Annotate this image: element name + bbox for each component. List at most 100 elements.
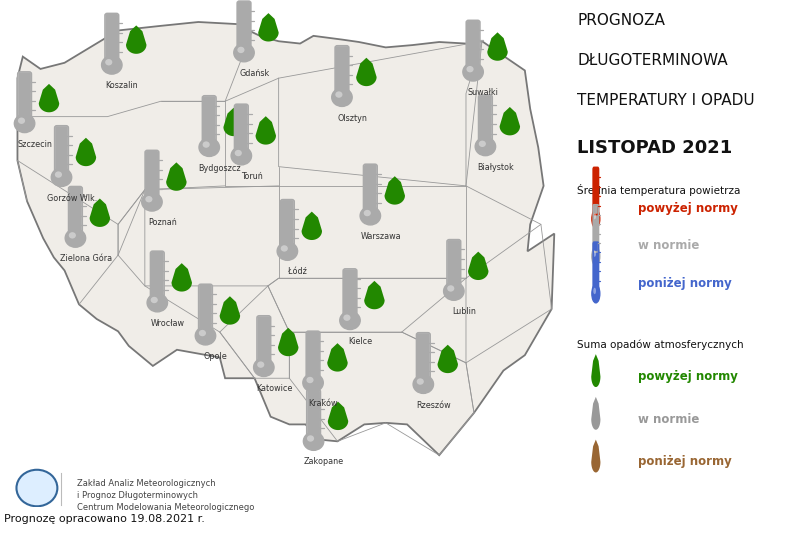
Text: Katowice: Katowice	[256, 383, 292, 392]
Circle shape	[254, 358, 274, 376]
Polygon shape	[76, 138, 96, 166]
Circle shape	[594, 288, 596, 294]
FancyBboxPatch shape	[150, 251, 164, 299]
Text: Gdańsk: Gdańsk	[239, 69, 270, 78]
Polygon shape	[468, 252, 489, 280]
FancyBboxPatch shape	[281, 200, 294, 247]
Circle shape	[146, 196, 153, 202]
Text: Centrum Modelowania Meteorologicznego: Centrum Modelowania Meteorologicznego	[77, 502, 254, 512]
Text: Zakład Analiz Meteorologicznych: Zakład Analiz Meteorologicznych	[77, 480, 215, 489]
FancyBboxPatch shape	[594, 205, 598, 252]
Text: LISTOPAD 2021: LISTOPAD 2021	[578, 139, 733, 157]
Text: DŁUGOTERMINOWA: DŁUGOTERMINOWA	[578, 53, 728, 68]
Polygon shape	[258, 13, 278, 42]
Text: Lublin: Lublin	[452, 308, 476, 317]
Circle shape	[592, 210, 600, 228]
FancyBboxPatch shape	[306, 390, 321, 437]
FancyBboxPatch shape	[478, 95, 492, 142]
Text: poniżej normy: poniżej normy	[638, 456, 731, 468]
Text: Średnia temperatura powietrza: Średnia temperatura powietrza	[578, 184, 741, 196]
Polygon shape	[166, 162, 186, 191]
Text: Kraków: Kraków	[309, 399, 338, 408]
Circle shape	[277, 242, 298, 260]
FancyBboxPatch shape	[307, 390, 320, 436]
FancyBboxPatch shape	[105, 13, 118, 61]
FancyBboxPatch shape	[151, 252, 164, 298]
Circle shape	[466, 66, 474, 73]
Polygon shape	[591, 397, 601, 430]
Circle shape	[234, 44, 254, 62]
FancyBboxPatch shape	[335, 46, 349, 93]
FancyBboxPatch shape	[335, 46, 348, 92]
FancyBboxPatch shape	[364, 164, 377, 211]
Text: w normie: w normie	[638, 413, 699, 426]
Circle shape	[69, 232, 76, 239]
Polygon shape	[18, 22, 554, 455]
Polygon shape	[499, 107, 520, 136]
FancyBboxPatch shape	[18, 72, 31, 119]
Polygon shape	[278, 328, 298, 356]
Circle shape	[199, 138, 219, 156]
Circle shape	[306, 377, 314, 383]
Circle shape	[594, 213, 596, 219]
FancyBboxPatch shape	[257, 316, 270, 363]
Text: Łódź: Łódź	[288, 268, 307, 277]
Circle shape	[303, 374, 323, 392]
Circle shape	[17, 470, 58, 506]
Circle shape	[234, 150, 242, 156]
Circle shape	[478, 140, 486, 147]
Text: Prognozę opracowano 19.08.2021 r.: Prognozę opracowano 19.08.2021 r.	[4, 514, 205, 524]
Text: GW: GW	[30, 489, 44, 498]
Polygon shape	[38, 84, 59, 112]
Polygon shape	[171, 263, 192, 292]
FancyBboxPatch shape	[202, 96, 216, 143]
Polygon shape	[90, 199, 110, 227]
Circle shape	[594, 250, 596, 257]
Text: powyżej normy: powyżej normy	[638, 202, 738, 215]
FancyBboxPatch shape	[594, 242, 598, 289]
Polygon shape	[255, 116, 276, 145]
FancyBboxPatch shape	[146, 151, 158, 197]
Circle shape	[303, 432, 324, 450]
FancyBboxPatch shape	[106, 14, 118, 60]
FancyBboxPatch shape	[306, 331, 320, 379]
Circle shape	[360, 207, 381, 225]
FancyBboxPatch shape	[234, 104, 248, 152]
FancyBboxPatch shape	[363, 164, 377, 211]
FancyBboxPatch shape	[344, 269, 356, 316]
Circle shape	[307, 435, 314, 442]
FancyBboxPatch shape	[203, 96, 215, 143]
Polygon shape	[487, 33, 508, 61]
FancyBboxPatch shape	[145, 151, 158, 198]
Text: Koszalin: Koszalin	[106, 81, 138, 90]
FancyBboxPatch shape	[69, 187, 82, 233]
FancyBboxPatch shape	[238, 2, 250, 48]
Circle shape	[105, 59, 112, 66]
Text: powyżej normy: powyżej normy	[638, 370, 738, 383]
Circle shape	[55, 171, 62, 178]
FancyBboxPatch shape	[594, 168, 598, 214]
Text: Zakopane: Zakopane	[304, 458, 344, 467]
FancyBboxPatch shape	[593, 205, 598, 252]
FancyBboxPatch shape	[593, 242, 598, 289]
Text: IM: IM	[32, 477, 42, 486]
Circle shape	[14, 114, 34, 132]
FancyBboxPatch shape	[447, 240, 460, 286]
FancyBboxPatch shape	[281, 200, 294, 246]
Text: Suwałki: Suwałki	[468, 88, 498, 97]
Circle shape	[102, 56, 122, 74]
FancyBboxPatch shape	[54, 126, 68, 173]
Circle shape	[238, 47, 245, 53]
FancyBboxPatch shape	[198, 284, 212, 332]
FancyBboxPatch shape	[479, 96, 492, 142]
Circle shape	[257, 362, 264, 368]
FancyBboxPatch shape	[417, 333, 430, 380]
Circle shape	[195, 327, 216, 345]
FancyBboxPatch shape	[466, 21, 479, 67]
FancyBboxPatch shape	[593, 167, 598, 215]
Circle shape	[443, 282, 464, 300]
Text: Bydgoszcz: Bydgoszcz	[198, 163, 241, 172]
Circle shape	[18, 117, 25, 124]
FancyBboxPatch shape	[55, 126, 68, 172]
Text: Zielona Góra: Zielona Góra	[59, 254, 112, 263]
